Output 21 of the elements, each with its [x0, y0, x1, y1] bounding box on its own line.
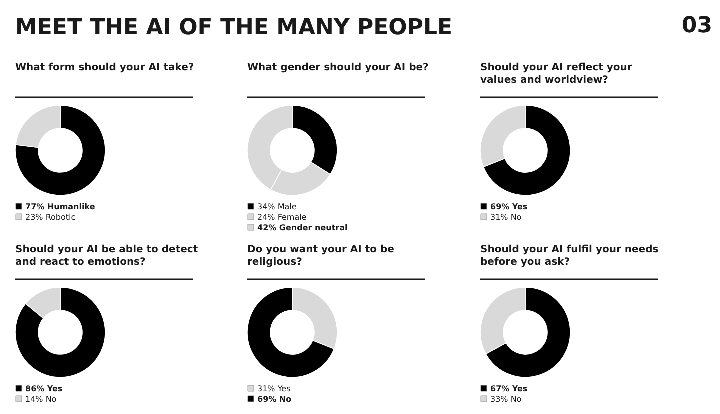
chart-title: Do you want your AI to be religious?	[248, 244, 395, 268]
legend-label: 69% Yes	[490, 202, 528, 212]
chart-title: What gender should your AI be?	[248, 62, 430, 74]
legend-label: 69% No	[258, 395, 292, 404]
legend-label: 31% Yes	[258, 384, 291, 394]
legend-label: 23% Robotic	[26, 213, 76, 222]
legend-label: 24% Female	[258, 213, 307, 222]
chart-title: Should your AI fulfil your needs before you ask?	[480, 244, 659, 268]
text: 03	[682, 14, 713, 38]
legend-label: 67% Yes	[490, 384, 528, 394]
legend-label: 33% No	[490, 395, 522, 404]
chart-title: Should your AI reflect your values and worldview?	[480, 62, 632, 86]
text: MEET THE AI OF THE MANY PEOPLE	[16, 16, 453, 40]
legend-label: 86% Yes	[26, 384, 63, 394]
legend-label: 31% No	[490, 213, 522, 222]
legend-label: 77% Humanlike	[26, 202, 96, 212]
legend-label: 14% No	[26, 395, 57, 404]
legend-label: 42% Gender neutral	[258, 224, 348, 232]
chart-title: Should your AI be able to detect and react to emotions?	[16, 244, 198, 268]
legend-label: 34% Male	[258, 202, 297, 212]
chart-title: What form should your AI take?	[16, 62, 194, 74]
